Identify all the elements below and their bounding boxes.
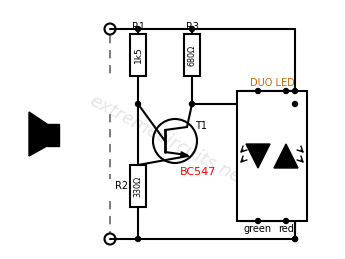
Circle shape	[293, 102, 297, 106]
Bar	[130, 34, 146, 76]
Circle shape	[293, 236, 297, 241]
Text: DUO LED: DUO LED	[250, 78, 294, 88]
Polygon shape	[274, 144, 298, 168]
Text: 1k5: 1k5	[134, 47, 142, 63]
Circle shape	[284, 89, 288, 93]
Bar	[237, 91, 307, 221]
Text: 330Ω: 330Ω	[134, 175, 142, 197]
Text: T1: T1	[195, 121, 207, 131]
Polygon shape	[29, 112, 47, 156]
Text: red: red	[278, 224, 294, 234]
Text: green: green	[244, 224, 272, 234]
Circle shape	[293, 236, 297, 241]
Bar	[47, 124, 59, 146]
Circle shape	[189, 26, 195, 32]
Circle shape	[136, 236, 140, 241]
Bar	[184, 34, 200, 76]
Text: extremecircuits.net: extremecircuits.net	[86, 92, 250, 190]
Circle shape	[256, 89, 260, 93]
Text: R1: R1	[131, 22, 145, 32]
Circle shape	[256, 219, 260, 224]
Circle shape	[136, 102, 140, 106]
Text: BC547: BC547	[180, 167, 216, 177]
Text: 680Ω: 680Ω	[187, 45, 197, 66]
Bar	[130, 165, 146, 207]
Text: R2: R2	[115, 181, 128, 191]
Circle shape	[293, 89, 297, 93]
Circle shape	[189, 102, 195, 106]
Polygon shape	[246, 144, 270, 168]
Text: R3: R3	[186, 22, 198, 32]
Circle shape	[284, 219, 288, 224]
Circle shape	[136, 26, 140, 32]
Polygon shape	[181, 152, 187, 157]
